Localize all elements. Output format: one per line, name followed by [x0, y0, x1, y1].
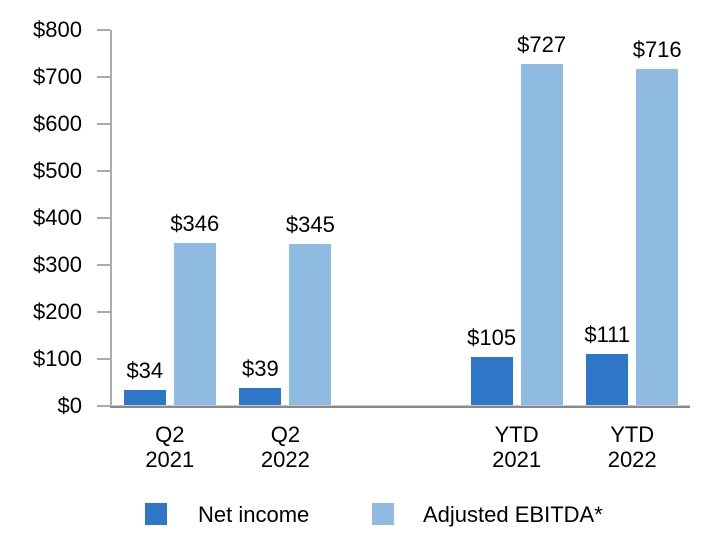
y-axis-tick-label: $600: [33, 111, 82, 136]
y-axis-tick-label: $700: [33, 64, 82, 89]
y-axis-tick-label: $800: [33, 17, 82, 42]
y-axis-line: [110, 30, 112, 407]
legend-label-adjusted-ebitda: Adjusted EBITDA*: [423, 502, 603, 527]
bar-net-income-q2-2022: [239, 388, 282, 406]
legend-swatch-net-income: [145, 503, 167, 525]
bar-net-income-q2-2021: [123, 390, 166, 406]
bar-adjusted-ebitda-ytd-2021: [520, 64, 563, 406]
x-axis-line: [110, 405, 690, 408]
y-axis-tick: [97, 358, 110, 360]
y-axis-tick: [97, 76, 110, 78]
y-axis-tick: [97, 405, 110, 407]
bar-adjusted-ebitda-q2-2021: [173, 243, 216, 406]
x-axis-label-ytd-2022: YTD 2022: [607, 422, 657, 472]
value-label-net-income-q2-2021: $34: [126, 358, 164, 383]
y-axis-tick: [97, 217, 110, 219]
value-label-net-income-ytd-2021: $105: [467, 325, 517, 350]
bar-adjusted-ebitda-ytd-2022: [636, 69, 679, 406]
bar-net-income-ytd-2022: [586, 354, 629, 406]
value-label-adjusted-ebitda-ytd-2022: $716: [632, 37, 682, 62]
y-axis-tick-label: $500: [33, 158, 82, 183]
bar-net-income-ytd-2021: [470, 357, 513, 406]
y-axis-tick-label: $300: [33, 252, 82, 277]
y-axis-tick: [97, 123, 110, 125]
y-axis-tick: [97, 170, 110, 172]
x-axis-label-q2-2022: Q2 2022: [260, 422, 310, 472]
value-label-adjusted-ebitda-q2-2022: $345: [285, 212, 335, 237]
x-axis-label-ytd-2021: YTD 2021: [492, 422, 542, 472]
value-label-net-income-q2-2022: $39: [242, 356, 279, 381]
bar-adjusted-ebitda-q2-2022: [289, 244, 332, 406]
y-axis-tick-label: $0: [57, 393, 82, 418]
y-axis-tick: [97, 311, 110, 313]
y-axis-tick: [97, 29, 110, 31]
legend-label-net-income: Net income: [198, 502, 310, 527]
value-label-net-income-ytd-2022: $111: [584, 322, 631, 347]
value-label-adjusted-ebitda-q2-2021: $346: [170, 211, 220, 236]
legend-swatch-adjusted-ebitda: [372, 503, 394, 525]
value-label-adjusted-ebitda-ytd-2021: $727: [517, 32, 567, 57]
y-axis-tick-label: $200: [33, 299, 82, 324]
x-axis-label-q2-2021: Q2 2021: [145, 422, 195, 472]
y-axis-tick-label: $100: [33, 346, 82, 371]
y-axis-tick: [97, 264, 110, 266]
y-axis-tick-label: $400: [33, 205, 82, 230]
